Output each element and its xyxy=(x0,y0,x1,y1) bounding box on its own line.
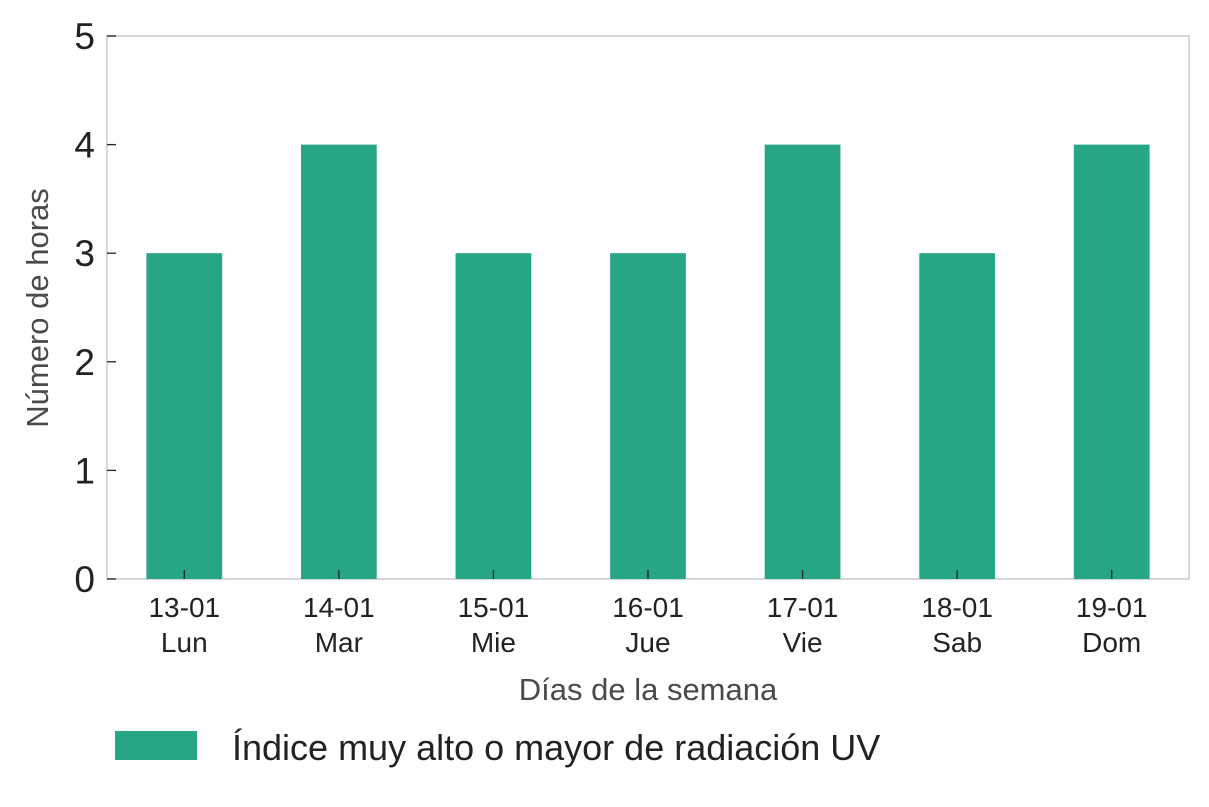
bar xyxy=(146,253,223,579)
y-axis: 0 1 2 3 4 5 xyxy=(74,16,116,600)
x-tick-label-date: 14-01 xyxy=(303,592,375,623)
bar xyxy=(919,253,996,579)
legend: Índice muy alto o mayor de radiación UV xyxy=(115,727,880,768)
x-tick-label-day: Vie xyxy=(783,627,823,658)
x-axis-title: Días de la semana xyxy=(519,672,778,707)
y-tick-label: 2 xyxy=(74,342,95,383)
legend-label: Índice muy alto o mayor de radiación UV xyxy=(232,727,880,768)
x-tick-label-day: Lun xyxy=(161,627,208,658)
x-tick-label-date: 17-01 xyxy=(767,592,839,623)
y-tick-label: 1 xyxy=(74,450,95,491)
x-tick-label-day: Jue xyxy=(625,627,670,658)
bar xyxy=(1073,144,1150,579)
y-axis-title: Número de horas xyxy=(20,188,55,428)
x-tick-label-date: 16-01 xyxy=(612,592,684,623)
bar xyxy=(300,144,377,579)
x-tick-label-date: 15-01 xyxy=(458,592,530,623)
x-tick-label-day: Mar xyxy=(315,627,363,658)
x-tick-label-date: 18-01 xyxy=(921,592,993,623)
y-tick-label: 5 xyxy=(74,16,95,57)
bars xyxy=(146,144,1150,579)
bar xyxy=(764,144,841,579)
legend-swatch xyxy=(115,731,197,760)
x-tick-label-day: Mie xyxy=(471,627,516,658)
x-tick-label-date: 19-01 xyxy=(1076,592,1148,623)
y-tick-label: 3 xyxy=(74,233,95,274)
bar xyxy=(610,253,686,579)
bar xyxy=(455,253,532,579)
y-tick-label: 0 xyxy=(74,559,95,600)
x-tick-label-day: Sab xyxy=(932,627,982,658)
y-tick-label: 4 xyxy=(74,125,95,166)
x-tick-label-date: 13-01 xyxy=(148,592,220,623)
x-tick-label-day: Dom xyxy=(1082,627,1141,658)
x-axis: 13-01 Lun 14-01 Mar 15-01 Mie 16-01 Jue 17-01 Vie… xyxy=(148,570,1148,658)
